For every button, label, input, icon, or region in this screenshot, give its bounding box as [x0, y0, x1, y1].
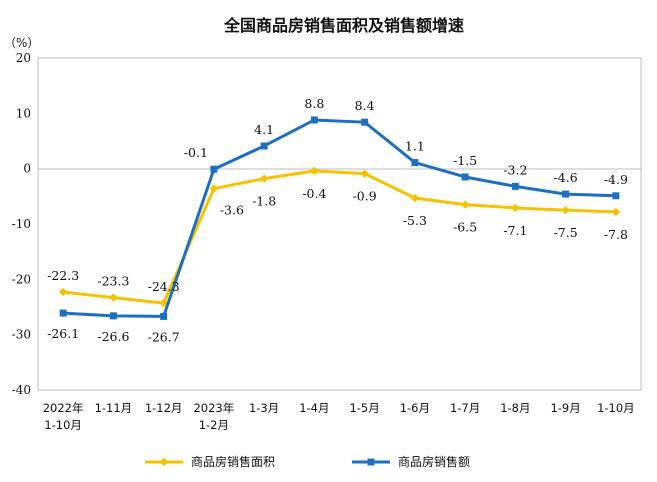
x-tick-label: 2023年: [193, 401, 234, 415]
data-point: [511, 182, 519, 190]
x-tick-label: 1-7月: [450, 401, 480, 415]
legend: 商品房销售面积 商品房销售额: [145, 454, 470, 469]
data-label: -0.1: [184, 145, 208, 160]
data-point: [410, 193, 420, 203]
data-point: [58, 287, 68, 297]
series-line-0: [62, 169, 616, 305]
x-tick-label: 1-2月: [199, 418, 229, 432]
data-label: 8.8: [304, 96, 324, 111]
legend-label: 商品房销售面积: [191, 454, 275, 469]
data-label: -26.7: [148, 329, 180, 344]
y-tick-label: 10: [16, 106, 31, 120]
x-tick-label: 1-10月: [44, 418, 82, 432]
data-label: -3.2: [503, 162, 527, 177]
data-point: [460, 200, 470, 209]
data-point: [310, 116, 318, 124]
y-tick-label: -20: [12, 272, 31, 286]
data-point: [159, 298, 168, 308]
data-label: 1.1: [405, 139, 425, 154]
data-label: -1.5: [453, 153, 477, 168]
data-point: [562, 190, 570, 198]
data-point: [360, 169, 369, 178]
data-point: [109, 312, 117, 320]
x-tick-label: 1-10月: [597, 401, 635, 415]
series-line-1: [63, 118, 616, 318]
y-ticks: 20 10 0 -10 -20 -30 -40: [12, 51, 31, 397]
x-tick-label: 1-12月: [145, 401, 183, 415]
data-label: -3.6: [220, 203, 244, 218]
x-tick-label: 2022年: [43, 401, 84, 415]
x-tick-label: 1-11月: [95, 401, 133, 415]
data-point: [411, 159, 419, 167]
legend-marker: [367, 458, 375, 466]
data-point: [361, 118, 369, 126]
data-label: 4.1: [254, 122, 274, 137]
data-label: -7.8: [604, 227, 628, 242]
x-tick-label: 1-6月: [400, 401, 430, 415]
y-tick-label: 20: [16, 51, 31, 65]
data-point: [511, 203, 520, 213]
data-label: -6.5: [453, 220, 477, 235]
data-point: [59, 309, 67, 317]
legend-label: 商品房销售额: [398, 454, 470, 469]
data-label: -7.5: [554, 225, 578, 240]
data-point: [210, 165, 218, 173]
data-label: -4.9: [604, 172, 628, 187]
y-axis-unit: （%）: [4, 36, 39, 50]
series-layer: [58, 116, 621, 320]
data-point: [160, 312, 168, 320]
data-point: [260, 142, 268, 150]
chart-title: 全国商品房销售面积及销售额增速: [223, 16, 464, 35]
data-label: -26.1: [47, 326, 79, 341]
y-tick-label: -10: [12, 217, 31, 231]
data-label: -4.6: [554, 170, 578, 185]
data-point: [612, 192, 620, 200]
data-label: -22.3: [47, 268, 79, 283]
x-tick-label: 1-5月: [349, 401, 379, 415]
data-point: [310, 166, 319, 176]
data-label: -5.3: [403, 213, 427, 228]
data-point: [209, 184, 219, 193]
x-tick-label: 1-3月: [249, 401, 279, 415]
y-tick-label: 0: [23, 162, 31, 176]
data-label: -23.3: [97, 274, 129, 289]
plot-frame: [37, 57, 642, 391]
legend-marker: [159, 457, 169, 467]
data-point: [561, 205, 570, 215]
data-label: -7.1: [503, 223, 527, 238]
data-labels: -22.3 -26.1 -23.3 -26.6 -24.3 -26.7 -0.1 -3.6 4.…: [47, 96, 628, 344]
data-point: [611, 207, 621, 217]
data-label: -26.6: [97, 329, 129, 344]
x-tick-label: 1-9月: [550, 401, 580, 415]
data-label: -24.3: [148, 279, 180, 294]
data-point: [109, 293, 118, 302]
y-tick-label: -30: [12, 328, 31, 342]
data-point: [461, 173, 469, 181]
data-label: 8.4: [355, 98, 375, 113]
x-tick-label: 1-4月: [299, 401, 329, 415]
x-ticks: 2022年 1-10月 1-11月 1-12月 2023年 1-2月 1-3月 1-4月 1-5…: [43, 401, 635, 432]
data-point: [259, 174, 269, 183]
data-label: -0.9: [353, 189, 377, 204]
x-tick-label: 1-8月: [500, 401, 530, 415]
y-tick-label: -40: [12, 383, 31, 397]
data-label: -0.4: [302, 186, 326, 201]
data-label: -1.8: [252, 194, 276, 209]
